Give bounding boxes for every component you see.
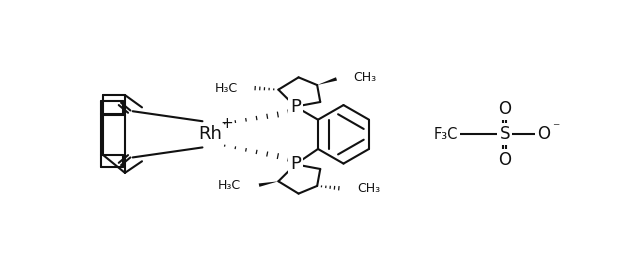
Text: O: O <box>537 125 550 143</box>
Text: ⁻: ⁻ <box>552 121 559 135</box>
Text: +: + <box>221 116 234 131</box>
Text: H₃C: H₃C <box>218 179 241 192</box>
Text: H₃C: H₃C <box>215 82 238 95</box>
Text: P: P <box>290 98 301 116</box>
Text: S: S <box>499 125 510 143</box>
Text: O: O <box>498 100 511 118</box>
Text: F₃C: F₃C <box>434 127 458 142</box>
Text: Rh: Rh <box>198 125 222 143</box>
Polygon shape <box>259 181 278 187</box>
Text: O: O <box>498 151 511 169</box>
Polygon shape <box>317 77 337 85</box>
Text: P: P <box>290 155 301 173</box>
Text: CH₃: CH₃ <box>358 182 381 195</box>
Text: CH₃: CH₃ <box>353 71 377 84</box>
